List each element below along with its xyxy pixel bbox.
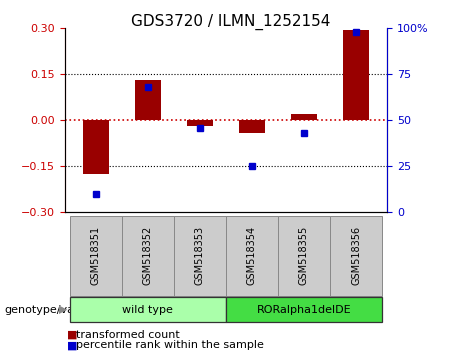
Text: GSM518353: GSM518353: [195, 226, 205, 285]
Text: percentile rank within the sample: percentile rank within the sample: [76, 340, 264, 350]
Text: ■: ■: [67, 340, 77, 350]
Bar: [343, 30, 369, 120]
Bar: [135, 80, 161, 120]
Bar: [83, 120, 109, 174]
Text: RORalpha1delDE: RORalpha1delDE: [257, 305, 351, 315]
Text: ■: ■: [67, 330, 77, 339]
Text: GSM518355: GSM518355: [299, 226, 309, 285]
Text: wild type: wild type: [122, 305, 173, 315]
Text: GSM518352: GSM518352: [143, 226, 153, 285]
Text: genotype/variation: genotype/variation: [5, 305, 111, 315]
Text: GSM518354: GSM518354: [247, 226, 257, 285]
Text: GSM518351: GSM518351: [91, 226, 101, 285]
Bar: [291, 114, 317, 120]
Polygon shape: [59, 306, 67, 314]
Text: transformed count: transformed count: [76, 330, 180, 339]
Text: GDS3720 / ILMN_1252154: GDS3720 / ILMN_1252154: [131, 14, 330, 30]
Text: GSM518356: GSM518356: [351, 226, 361, 285]
Bar: [187, 120, 213, 126]
Bar: [239, 120, 265, 133]
